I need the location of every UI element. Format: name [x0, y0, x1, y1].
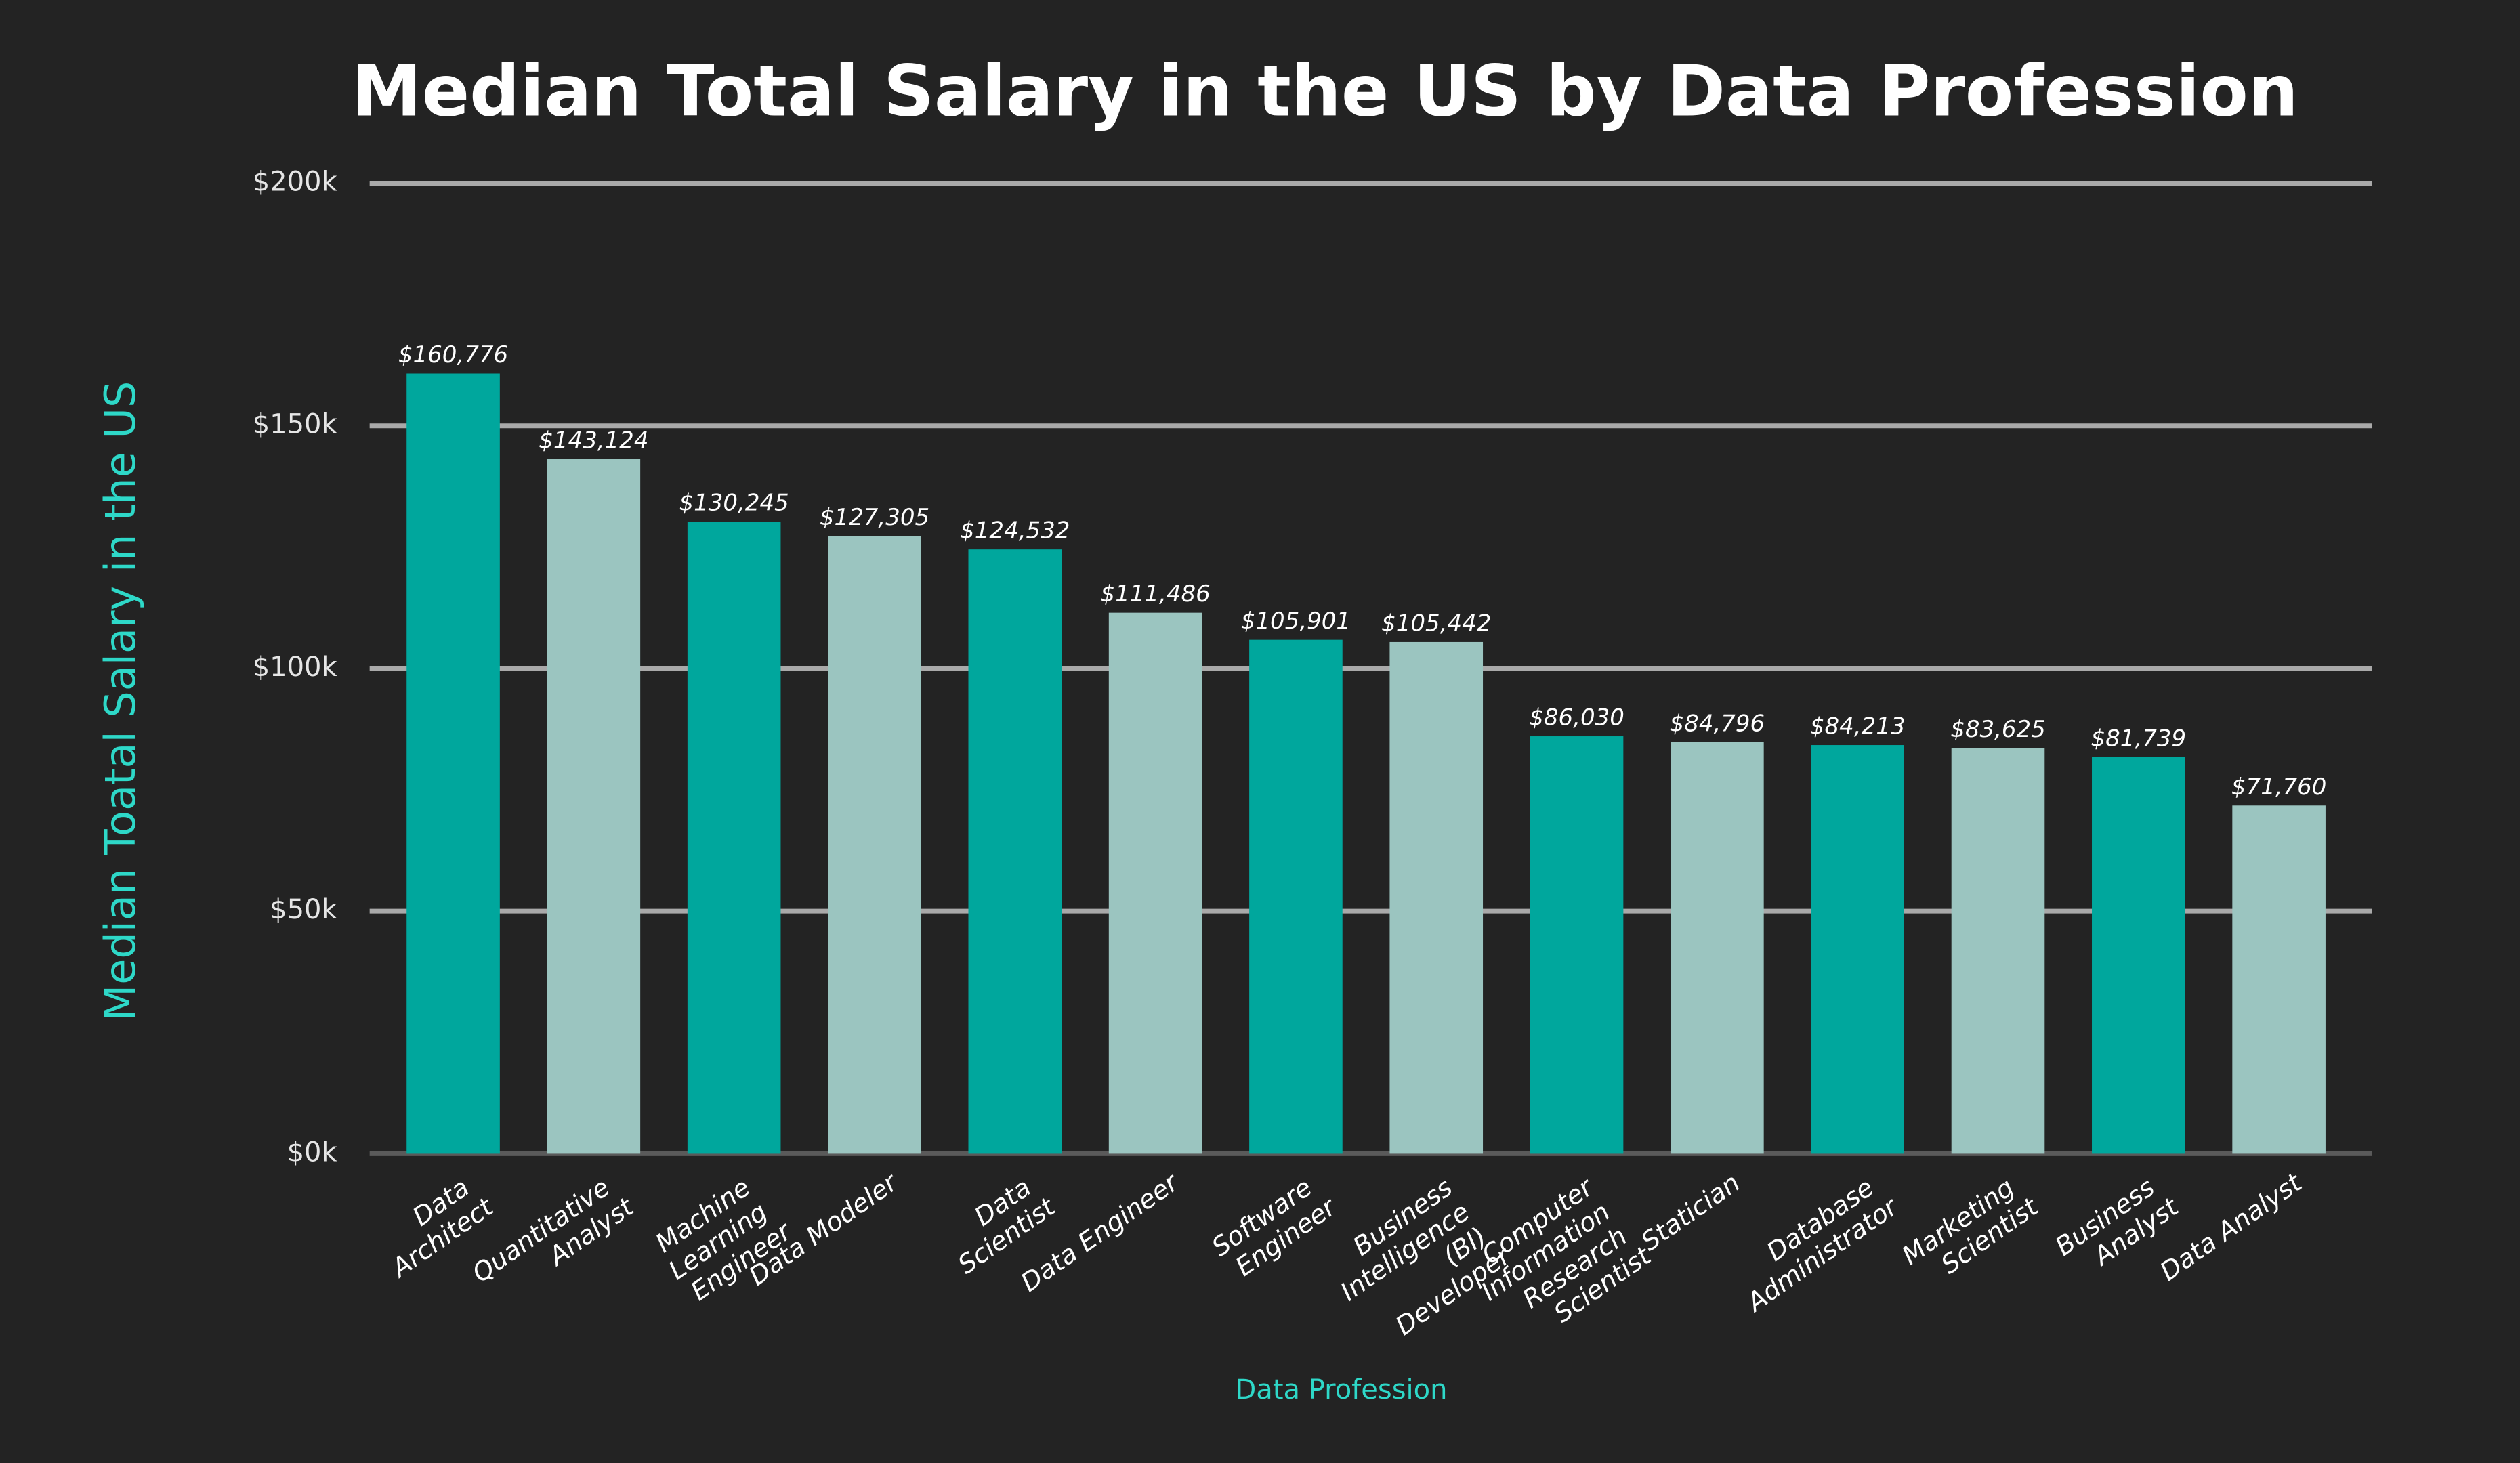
- bar: [1951, 748, 2045, 1154]
- bar: [547, 459, 641, 1154]
- bar: [687, 522, 781, 1154]
- value-label: $127,305: [820, 504, 929, 531]
- bar: [968, 549, 1062, 1154]
- value-label: $160,776: [398, 341, 508, 368]
- bar: [1530, 736, 1624, 1154]
- value-label: $105,901: [1241, 608, 1351, 635]
- bar: [1108, 612, 1202, 1154]
- value-label: $86,030: [1529, 704, 1624, 732]
- x-axis-label: Data Profession: [1236, 1374, 1448, 1405]
- bar: [1811, 745, 1904, 1154]
- value-label: $81,739: [2091, 725, 2187, 752]
- bar: [1249, 639, 1343, 1154]
- chart-title: Median Total Salary in the US by Data Pr…: [352, 49, 2298, 132]
- value-label: $84,213: [1810, 713, 1906, 740]
- bar: [1671, 742, 1764, 1154]
- value-label: $130,245: [679, 490, 789, 517]
- y-tick-label: $0k: [287, 1137, 338, 1168]
- y-axis-label: Median Toatal Salary in the US: [96, 381, 145, 1021]
- bar: [1389, 641, 1484, 1154]
- y-tick-label: $150k: [253, 409, 338, 440]
- bar: [406, 373, 500, 1154]
- value-label: $84,796: [1670, 710, 1765, 737]
- y-tick-label: $50k: [270, 894, 337, 925]
- value-label: $124,532: [960, 517, 1070, 545]
- y-tick-label: $200k: [253, 166, 338, 197]
- value-label: $83,625: [1950, 716, 2046, 743]
- y-tick-label: $100k: [253, 652, 338, 683]
- value-label: $105,442: [1381, 610, 1491, 637]
- value-label: $111,486: [1100, 580, 1210, 608]
- bar: [2232, 805, 2326, 1154]
- bar: [2092, 757, 2185, 1154]
- bar: [828, 536, 921, 1154]
- value-label: $143,124: [539, 427, 648, 454]
- value-label: $71,760: [2231, 773, 2327, 801]
